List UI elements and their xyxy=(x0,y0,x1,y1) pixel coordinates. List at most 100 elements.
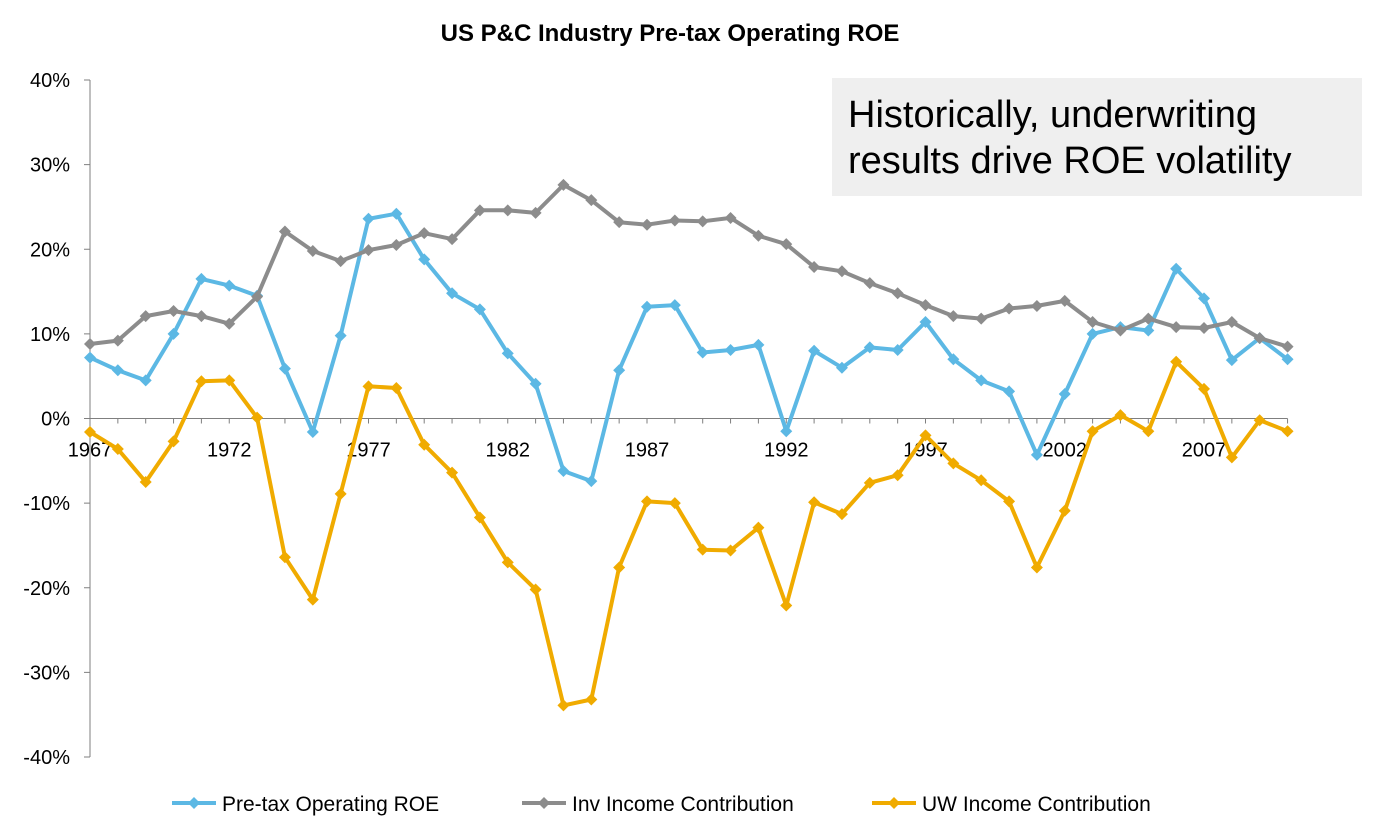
data-point xyxy=(501,556,514,569)
callout-line-2: results drive ROE volatility xyxy=(848,140,1292,182)
x-tick-label: 2002 xyxy=(1043,440,1088,462)
data-point xyxy=(334,255,347,268)
series-inv-income-contribution xyxy=(84,178,1294,353)
data-point xyxy=(446,466,459,479)
y-tick-label: -10% xyxy=(23,493,70,515)
data-point xyxy=(362,380,375,393)
data-point xyxy=(223,374,236,387)
data-point xyxy=(1198,382,1210,395)
series-uw-income-contribution xyxy=(84,355,1294,712)
data-point xyxy=(278,362,291,375)
data-point xyxy=(1058,504,1071,517)
data-point xyxy=(1142,324,1155,337)
data-point xyxy=(334,329,347,342)
data-point xyxy=(446,287,459,300)
data-point xyxy=(557,699,570,712)
data-point xyxy=(1086,425,1099,438)
data-point xyxy=(278,225,291,238)
data-point xyxy=(668,299,681,312)
data-point xyxy=(251,290,264,303)
data-point xyxy=(919,429,932,442)
data-point xyxy=(1225,451,1238,464)
data-point xyxy=(139,310,152,323)
data-point xyxy=(808,261,821,274)
data-point xyxy=(529,206,542,219)
data-point xyxy=(1142,312,1155,325)
data-point xyxy=(167,327,180,340)
series-line xyxy=(89,211,1289,484)
data-point xyxy=(835,265,848,278)
legend-label: Inv Income Contribution xyxy=(572,793,794,816)
data-point xyxy=(1170,321,1183,334)
data-point xyxy=(808,496,821,509)
data-point xyxy=(223,317,236,330)
x-tick-label: 1982 xyxy=(486,440,531,462)
data-point xyxy=(195,310,208,323)
data-point xyxy=(613,364,626,377)
legend-label: Pre-tax Operating ROE xyxy=(222,793,439,816)
data-point xyxy=(418,227,431,240)
data-point xyxy=(418,438,431,451)
data-point xyxy=(780,238,793,251)
data-point xyxy=(1281,425,1294,438)
y-tick-label: 30% xyxy=(30,155,70,177)
legend-swatch-marker xyxy=(538,797,550,809)
y-tick-label: -20% xyxy=(23,578,70,600)
series-line xyxy=(88,359,1289,708)
data-point xyxy=(585,475,598,488)
data-point xyxy=(362,212,375,225)
data-point xyxy=(1030,448,1043,461)
data-point xyxy=(1003,385,1016,398)
data-point xyxy=(529,583,542,596)
data-point xyxy=(724,343,737,356)
data-point xyxy=(919,316,932,329)
chart-title: US P&C Industry Pre-tax Operating ROE xyxy=(440,20,900,47)
data-point xyxy=(223,279,236,292)
data-point xyxy=(975,374,988,387)
data-point xyxy=(278,551,291,564)
data-point xyxy=(195,375,208,388)
series-line xyxy=(89,182,1289,349)
legend-swatch-marker xyxy=(888,797,900,809)
data-point xyxy=(334,487,347,500)
data-point xyxy=(752,338,765,351)
data-point xyxy=(947,457,960,470)
legend: Pre-tax Operating ROE Inv Income Contribu… xyxy=(172,793,1151,816)
y-tick-label: -40% xyxy=(23,747,70,769)
data-point xyxy=(362,244,375,257)
data-point xyxy=(975,474,988,487)
x-tick-label: 2007 xyxy=(1182,440,1227,462)
data-point xyxy=(1003,495,1016,508)
data-point xyxy=(780,599,793,612)
x-tick-label: 1992 xyxy=(764,440,809,462)
data-point xyxy=(863,277,876,290)
data-point xyxy=(111,442,124,455)
data-point xyxy=(84,351,96,364)
data-point xyxy=(891,469,904,482)
legend-item: UW Income Contribution xyxy=(872,793,1151,816)
x-tick-label: 1987 xyxy=(625,440,670,462)
data-point xyxy=(390,239,403,252)
data-point xyxy=(529,377,542,390)
data-point xyxy=(808,344,821,357)
callout-line-1: Historically, underwriting xyxy=(848,94,1257,136)
data-point xyxy=(251,411,264,424)
data-point xyxy=(1225,316,1238,329)
data-point xyxy=(1170,355,1183,368)
data-point xyxy=(947,310,960,323)
data-point xyxy=(585,693,598,706)
axes: 40% 30% 20% 10% 0% -10% -20% -30% -40% 1967 1972 19… xyxy=(23,70,1289,769)
data-point xyxy=(84,338,96,351)
data-point xyxy=(975,312,988,325)
data-point xyxy=(1003,302,1016,315)
data-point xyxy=(863,341,876,354)
data-point xyxy=(641,300,653,313)
data-point xyxy=(557,178,570,191)
data-point xyxy=(1170,262,1183,275)
data-point xyxy=(418,253,431,266)
data-point xyxy=(668,497,681,510)
data-point xyxy=(891,343,904,356)
legend-item: Inv Income Contribution xyxy=(522,793,794,816)
data-point xyxy=(947,353,960,366)
legend-item: Pre-tax Operating ROE xyxy=(172,793,439,816)
